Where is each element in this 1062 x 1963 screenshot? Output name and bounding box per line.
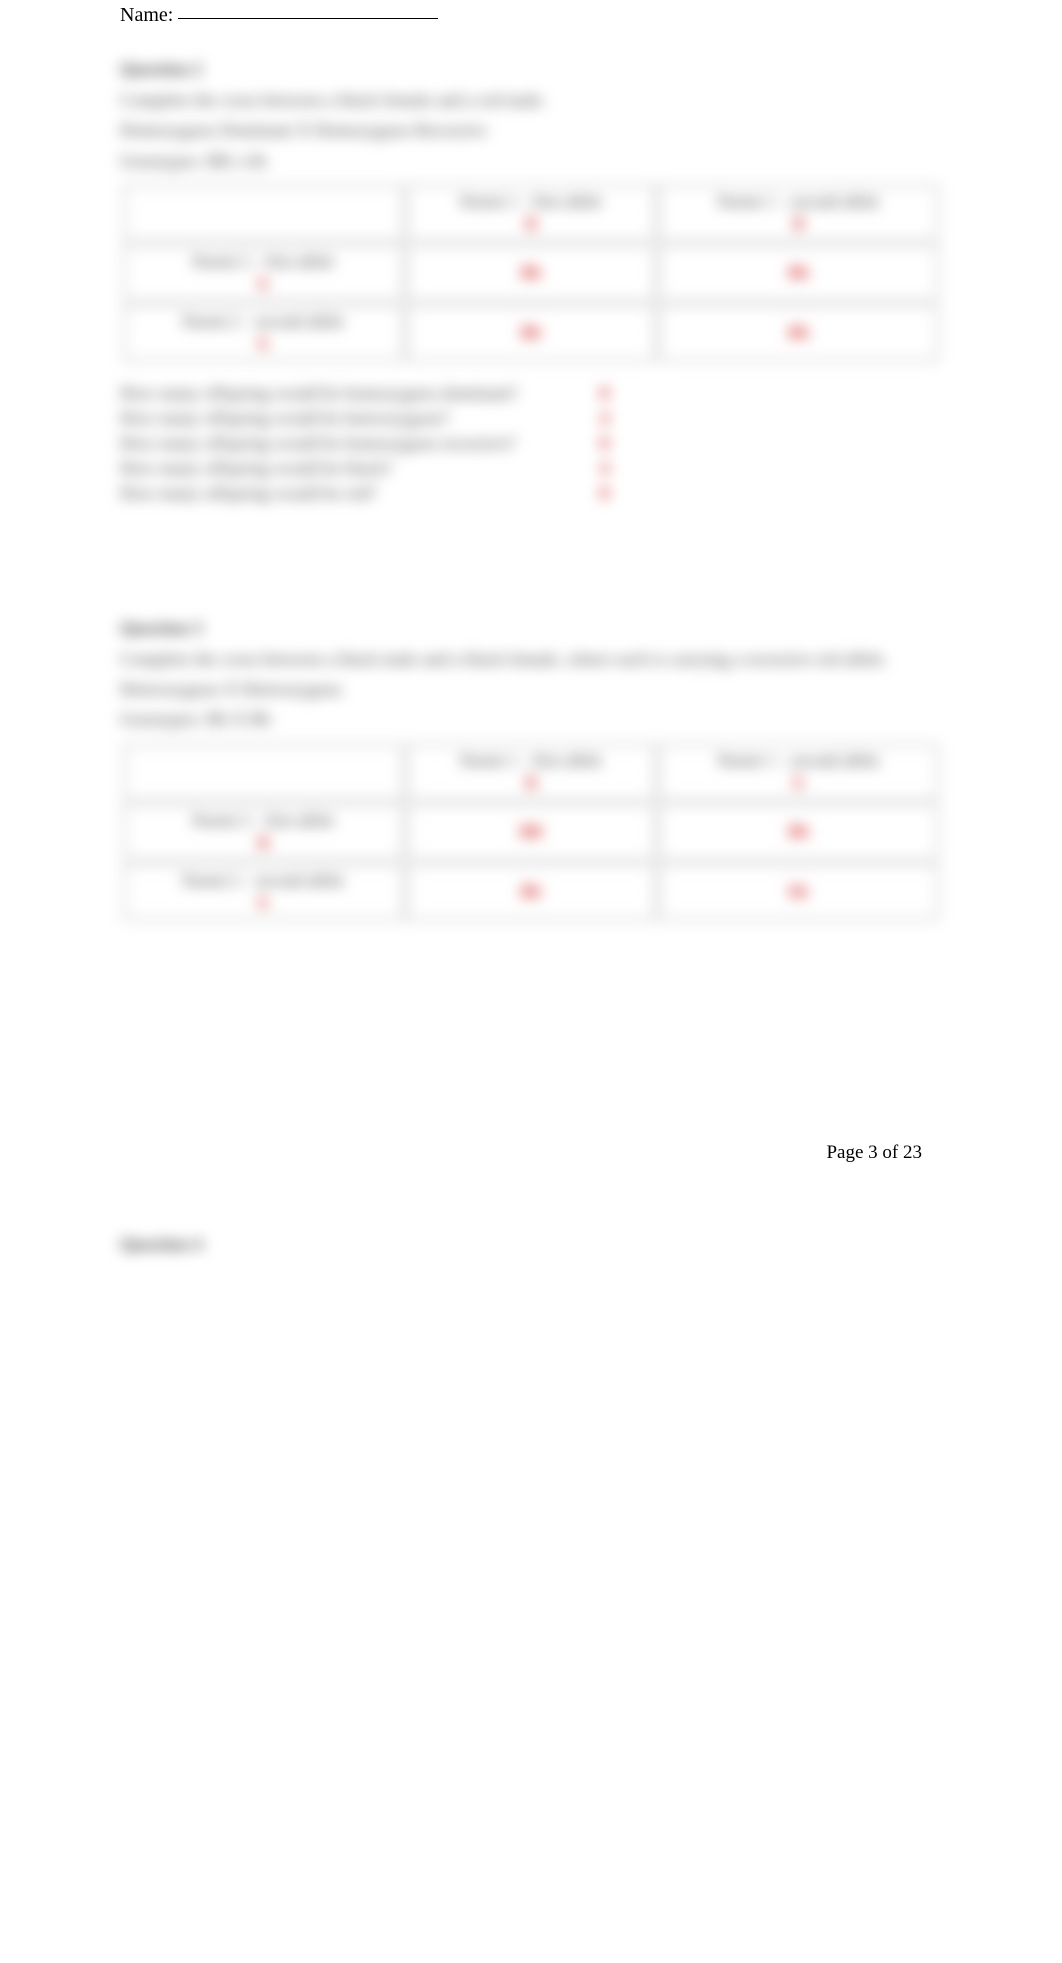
row1-allele: B — [135, 833, 392, 853]
spacer — [120, 1164, 942, 1234]
col2-label: Parent 1 – second allele — [718, 751, 879, 770]
qa-answer: 4 — [600, 408, 609, 429]
cell-2-2: Bb — [659, 305, 938, 361]
q2-line3: Genotypes: BB x bb — [120, 149, 942, 173]
row1-header: Parent 2 – first allele b — [124, 245, 403, 301]
col1-allele: B — [418, 214, 645, 234]
row2-allele: b — [135, 334, 392, 354]
q2-punnett-square: Parent 1 – first allele B Parent 1 – sec… — [120, 181, 942, 365]
geno-1-2: Bb — [788, 822, 809, 841]
q3-line1: Complete the cross between a black male … — [120, 647, 942, 671]
q3-line2: Heterozygous X Heterozygous — [120, 677, 942, 701]
qa-row: How many offspring would be homozygous r… — [120, 433, 942, 454]
spacer — [120, 508, 942, 618]
qa-answer: 0 — [600, 433, 609, 454]
qa-answer: 0 — [600, 483, 609, 504]
q2-line1: Complete the cross between a black femal… — [120, 88, 942, 112]
qa-question: How many offspring would be homozygous r… — [120, 433, 600, 454]
cell-2-1: Bb — [407, 864, 656, 920]
corner-cell — [124, 744, 403, 800]
col1-header: Parent 1 – first allele B — [407, 185, 656, 241]
col2-header: Parent 1 – second allele b — [659, 744, 938, 800]
geno-2-1: Bb — [521, 323, 542, 342]
col1-label: Parent 1 – first allele — [460, 751, 602, 770]
col1-allele: B — [418, 773, 645, 793]
spacer — [120, 942, 942, 1142]
bottom-whitespace — [120, 1263, 942, 1963]
geno-2-2: Bb — [788, 323, 809, 342]
row2-allele: b — [135, 893, 392, 913]
geno-1-1: BB — [520, 822, 543, 841]
q3-line3: Genotypes: Bb X Bb — [120, 707, 942, 731]
table-row: Parent 2 – second allele b Bb Bb — [124, 305, 938, 361]
table-row: Parent 1 – first allele B Parent 1 – sec… — [124, 185, 938, 241]
page: Name: Question 2 Complete the cross betw… — [0, 4, 1062, 1963]
row2-label: Parent 2 – second allele — [183, 312, 344, 331]
row1-label: Parent 2 – first allele — [193, 811, 335, 830]
table-row: Parent 1 – first allele B Parent 1 – sec… — [124, 744, 938, 800]
cell-2-2: bb — [659, 864, 938, 920]
col2-label: Parent 1 – second allele — [718, 192, 879, 211]
blurred-content: Question 2 Complete the cross between a … — [120, 59, 942, 924]
row1-label: Parent 2 – first allele — [193, 252, 335, 271]
name-label: Name: — [120, 4, 173, 26]
row2-header: Parent 2 – second allele b — [124, 305, 403, 361]
col2-allele: b — [670, 773, 927, 793]
cell-1-2: Bb — [659, 804, 938, 860]
name-underline — [178, 18, 438, 19]
qa-row: How many offspring would be black? 4 — [120, 458, 942, 479]
geno-1-1: Bb — [521, 263, 542, 282]
blurred-content-bottom: Question 4 — [120, 1234, 942, 1255]
row1-header: Parent 2 – first allele B — [124, 804, 403, 860]
q3-title: Question 3 — [120, 618, 942, 639]
qa-question: How many offspring would be black? — [120, 458, 600, 479]
table-row: Parent 2 – first allele B BB Bb — [124, 804, 938, 860]
q4-title: Question 4 — [120, 1234, 942, 1255]
col2-header: Parent 1 – second allele B — [659, 185, 938, 241]
col1-header: Parent 1 – first allele B — [407, 744, 656, 800]
qa-question: How many offspring would be heterozygous… — [120, 408, 600, 429]
geno-2-1: Bb — [521, 882, 542, 901]
qa-row: How many offspring would be homozygous d… — [120, 383, 942, 404]
qa-question: How many offspring would be red? — [120, 483, 600, 504]
page-number: Page 3 of 23 — [120, 1142, 940, 1164]
qa-question: How many offspring would be homozygous d… — [120, 383, 600, 404]
q2-line2: Homozygous Dominant X Homozygous Recessi… — [120, 118, 942, 142]
row2-header: Parent 2 – second allele b — [124, 864, 403, 920]
table-row: Parent 2 – first allele b Bb Bb — [124, 245, 938, 301]
cell-1-1: BB — [407, 804, 656, 860]
row2-label: Parent 2 – second allele — [183, 871, 344, 890]
col2-allele: B — [670, 214, 927, 234]
qa-row: How many offspring would be red? 0 — [120, 483, 942, 504]
cell-1-1: Bb — [407, 245, 656, 301]
q3-punnett-square: Parent 1 – first allele B Parent 1 – sec… — [120, 740, 942, 924]
col1-label: Parent 1 – first allele — [460, 192, 602, 211]
geno-1-2: Bb — [788, 263, 809, 282]
qa-row: How many offspring would be heterozygous… — [120, 408, 942, 429]
cell-1-2: Bb — [659, 245, 938, 301]
qa-answer: 0 — [600, 383, 609, 404]
cell-2-1: Bb — [407, 305, 656, 361]
table-row: Parent 2 – second allele b Bb bb — [124, 864, 938, 920]
q2-title: Question 2 — [120, 59, 942, 80]
row1-allele: b — [135, 274, 392, 294]
name-field-line: Name: — [120, 4, 942, 27]
corner-cell — [124, 185, 403, 241]
qa-answer: 4 — [600, 458, 609, 479]
geno-2-2: bb — [789, 882, 808, 901]
